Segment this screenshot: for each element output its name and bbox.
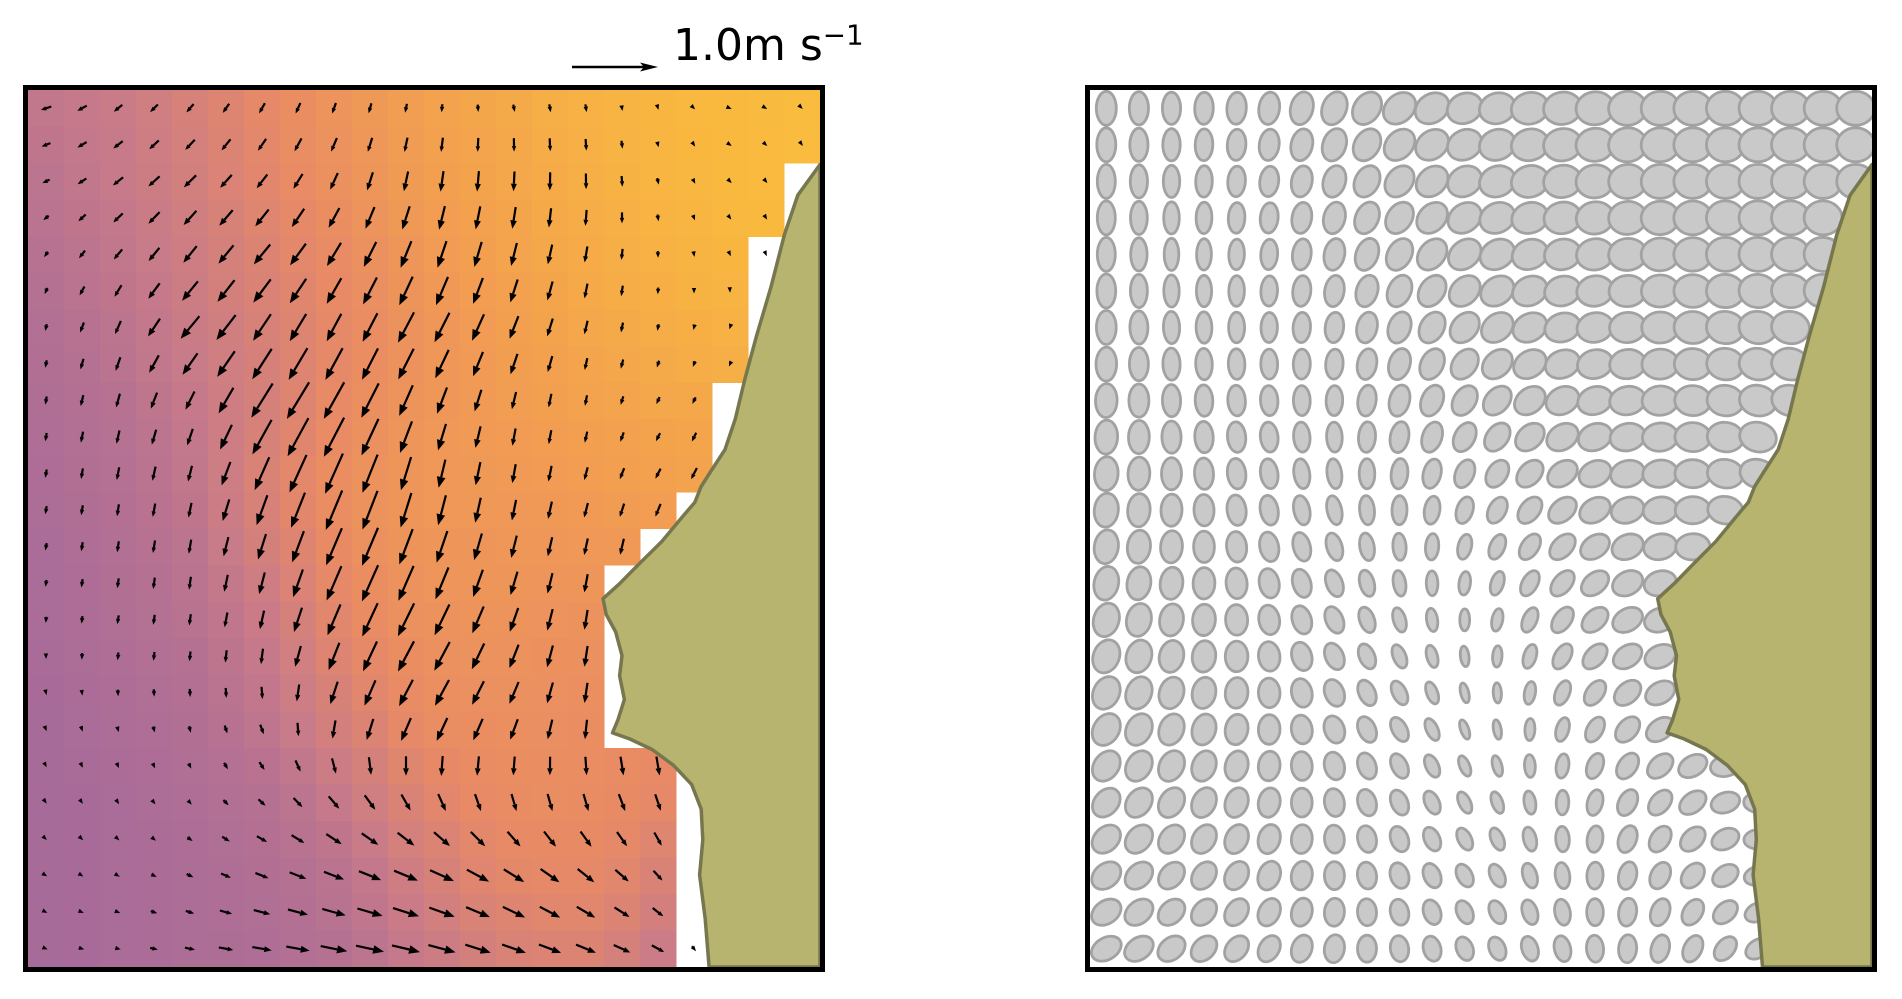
quiver-key-value: 1.0m s [673, 20, 823, 71]
tidal-ellipse-plot [1090, 90, 1872, 967]
quiver-heatmap-plot [28, 90, 820, 967]
surface-current-panel [23, 85, 825, 972]
quiver-key-arrow-icon [572, 62, 658, 72]
tidal-ellipse-panel [1085, 85, 1877, 972]
quiver-key-label: 1.0m s−1 [673, 20, 864, 71]
quiver-key-exponent: −1 [822, 18, 864, 52]
